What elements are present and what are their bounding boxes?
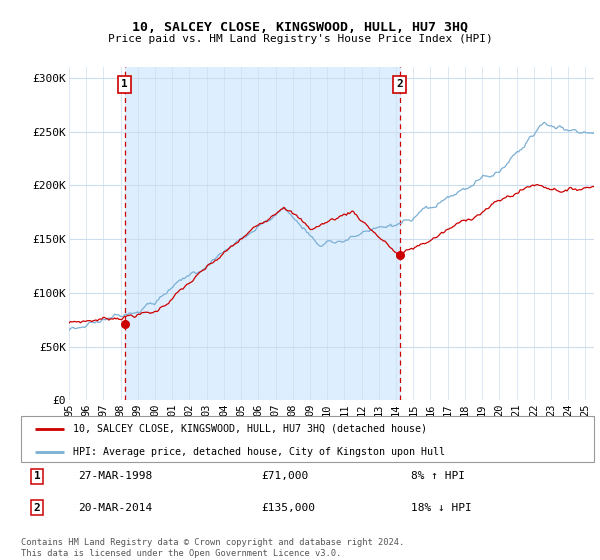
Text: 18% ↓ HPI: 18% ↓ HPI — [410, 503, 472, 513]
Text: £135,000: £135,000 — [262, 503, 316, 513]
Text: Contains HM Land Registry data © Crown copyright and database right 2024.
This d: Contains HM Land Registry data © Crown c… — [21, 538, 404, 558]
Text: 20-MAR-2014: 20-MAR-2014 — [79, 503, 152, 513]
Text: HPI: Average price, detached house, City of Kingston upon Hull: HPI: Average price, detached house, City… — [73, 447, 445, 457]
Bar — [125, 67, 400, 400]
FancyBboxPatch shape — [21, 416, 594, 462]
Text: 10, SALCEY CLOSE, KINGSWOOD, HULL, HU7 3HQ (detached house): 10, SALCEY CLOSE, KINGSWOOD, HULL, HU7 3… — [73, 424, 427, 434]
Text: 1: 1 — [121, 80, 128, 90]
Text: 1: 1 — [34, 472, 40, 482]
Text: £71,000: £71,000 — [262, 472, 309, 482]
Text: 2: 2 — [397, 80, 403, 90]
Text: 2: 2 — [34, 503, 40, 513]
Text: 10, SALCEY CLOSE, KINGSWOOD, HULL, HU7 3HQ: 10, SALCEY CLOSE, KINGSWOOD, HULL, HU7 3… — [132, 21, 468, 34]
Text: Price paid vs. HM Land Registry's House Price Index (HPI): Price paid vs. HM Land Registry's House … — [107, 34, 493, 44]
Text: 27-MAR-1998: 27-MAR-1998 — [79, 472, 152, 482]
Text: 8% ↑ HPI: 8% ↑ HPI — [410, 472, 464, 482]
